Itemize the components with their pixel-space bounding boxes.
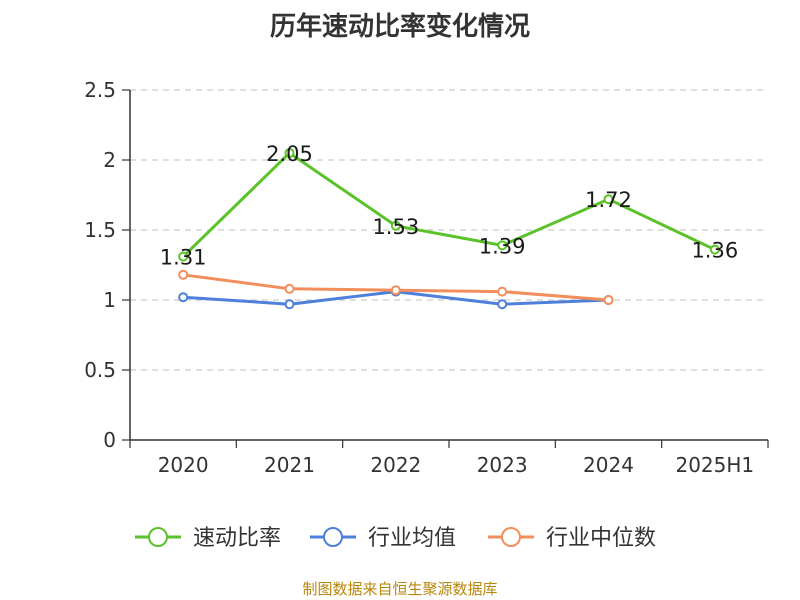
data-point bbox=[390, 285, 401, 296]
series-line-0 bbox=[182, 151, 716, 258]
data-point bbox=[497, 299, 508, 310]
y-tick-label: 1 bbox=[103, 288, 116, 312]
data-label: 1.72 bbox=[585, 188, 632, 212]
x-tick-label: 2023 bbox=[477, 453, 528, 477]
legend-item: 行业均值 bbox=[310, 526, 456, 551]
legend-item: 行业中位数 bbox=[488, 526, 656, 551]
data-label: 2.05 bbox=[266, 142, 313, 166]
grid-lines bbox=[130, 89, 768, 371]
x-tick-label: 2022 bbox=[370, 453, 421, 477]
data-point bbox=[178, 251, 189, 262]
x-tick-label: 2020 bbox=[158, 453, 209, 477]
data-point bbox=[390, 220, 401, 231]
data-point bbox=[284, 299, 295, 310]
y-tick-label: 2 bbox=[103, 148, 116, 172]
y-tick-label: 0.5 bbox=[84, 358, 116, 382]
x-tick-label: 2024 bbox=[583, 453, 634, 477]
data-label: 1.53 bbox=[372, 215, 419, 239]
data-point bbox=[178, 292, 189, 303]
y-tick-label: 2.5 bbox=[84, 78, 116, 102]
legend-label: 行业均值 bbox=[368, 526, 456, 551]
y-tick-label: 0 bbox=[103, 428, 116, 452]
data-label: 1.36 bbox=[691, 239, 738, 263]
data-source-note: 制图数据来自恒生聚源数据库 bbox=[302, 580, 498, 598]
data-label: 1.31 bbox=[160, 246, 207, 270]
legend-marker-icon bbox=[501, 527, 521, 547]
legend-label: 速动比率 bbox=[193, 526, 281, 551]
data-point bbox=[709, 244, 720, 255]
legend-label: 行业中位数 bbox=[546, 526, 656, 551]
axes: 0 0.5 1 1.5 2 2.5 2020 2021 2022 2023 2024 2025H1 bbox=[84, 78, 769, 477]
y-tick-label: 1.5 bbox=[84, 218, 116, 242]
x-tick-label: 2025H1 bbox=[675, 453, 754, 477]
data-labels: 1.31 2.05 1.53 1.39 1.72 1.36 bbox=[160, 142, 738, 270]
data-label: 1.39 bbox=[479, 234, 526, 258]
data-point bbox=[497, 286, 508, 297]
data-point bbox=[497, 240, 508, 251]
legend: 速动比率 行业均值 行业中位数 bbox=[135, 526, 656, 551]
data-point bbox=[284, 283, 295, 294]
chart-title: 历年速动比率变化情况 bbox=[269, 12, 530, 42]
x-tick-label: 2021 bbox=[264, 453, 315, 477]
legend-marker-icon bbox=[323, 527, 343, 547]
data-point bbox=[603, 194, 614, 205]
data-point bbox=[284, 148, 295, 158]
series-lines bbox=[178, 148, 720, 310]
legend-item: 速动比率 bbox=[135, 526, 281, 551]
data-point bbox=[603, 295, 614, 305]
legend-marker-icon bbox=[148, 527, 168, 547]
data-point bbox=[178, 269, 189, 280]
